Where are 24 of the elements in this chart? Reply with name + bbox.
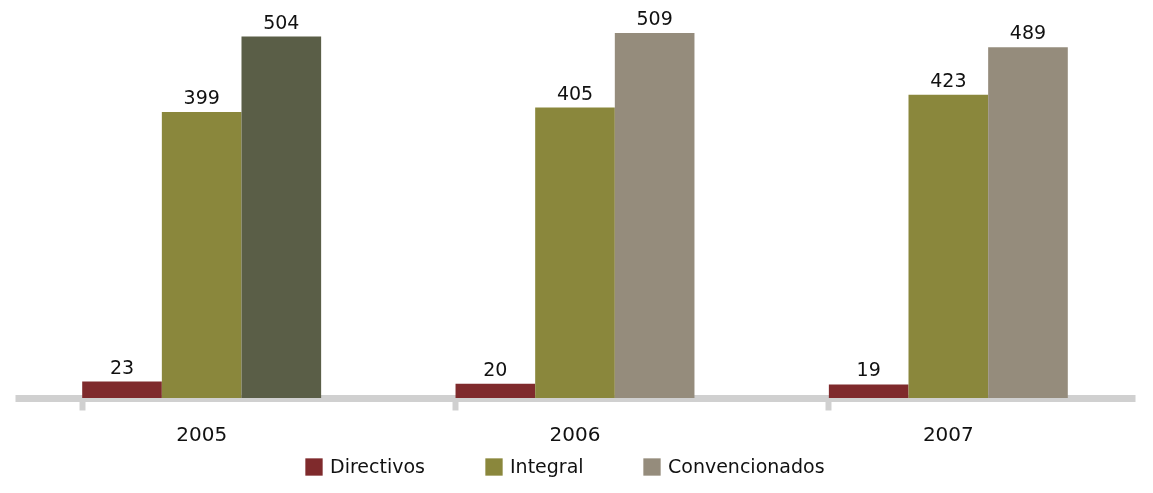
data-label: 489 bbox=[1009, 21, 1047, 44]
bar bbox=[828, 384, 909, 398]
x-tick-label: 2007 bbox=[922, 421, 974, 446]
legend-label: Directivos bbox=[330, 455, 425, 477]
bar bbox=[614, 33, 695, 398]
data-label: 20 bbox=[483, 357, 508, 380]
bar bbox=[908, 94, 989, 398]
legend-label: Integral bbox=[510, 455, 584, 477]
bar bbox=[161, 111, 242, 398]
bar bbox=[241, 36, 322, 398]
legend-label: Convencionados bbox=[668, 455, 825, 477]
x-tick-label: 2006 bbox=[549, 421, 601, 446]
data-label: 19 bbox=[856, 358, 881, 381]
data-label: 23 bbox=[109, 355, 135, 378]
data-label: 399 bbox=[183, 85, 220, 108]
bar bbox=[82, 381, 162, 398]
data-label: 405 bbox=[556, 81, 594, 104]
data-label: 504 bbox=[263, 10, 300, 33]
bar bbox=[455, 383, 536, 398]
bar bbox=[988, 47, 1068, 398]
bar bbox=[535, 107, 615, 398]
data-label: 423 bbox=[930, 68, 967, 91]
data-label: 509 bbox=[636, 7, 673, 29]
x-tick-label: 2005 bbox=[176, 421, 228, 446]
